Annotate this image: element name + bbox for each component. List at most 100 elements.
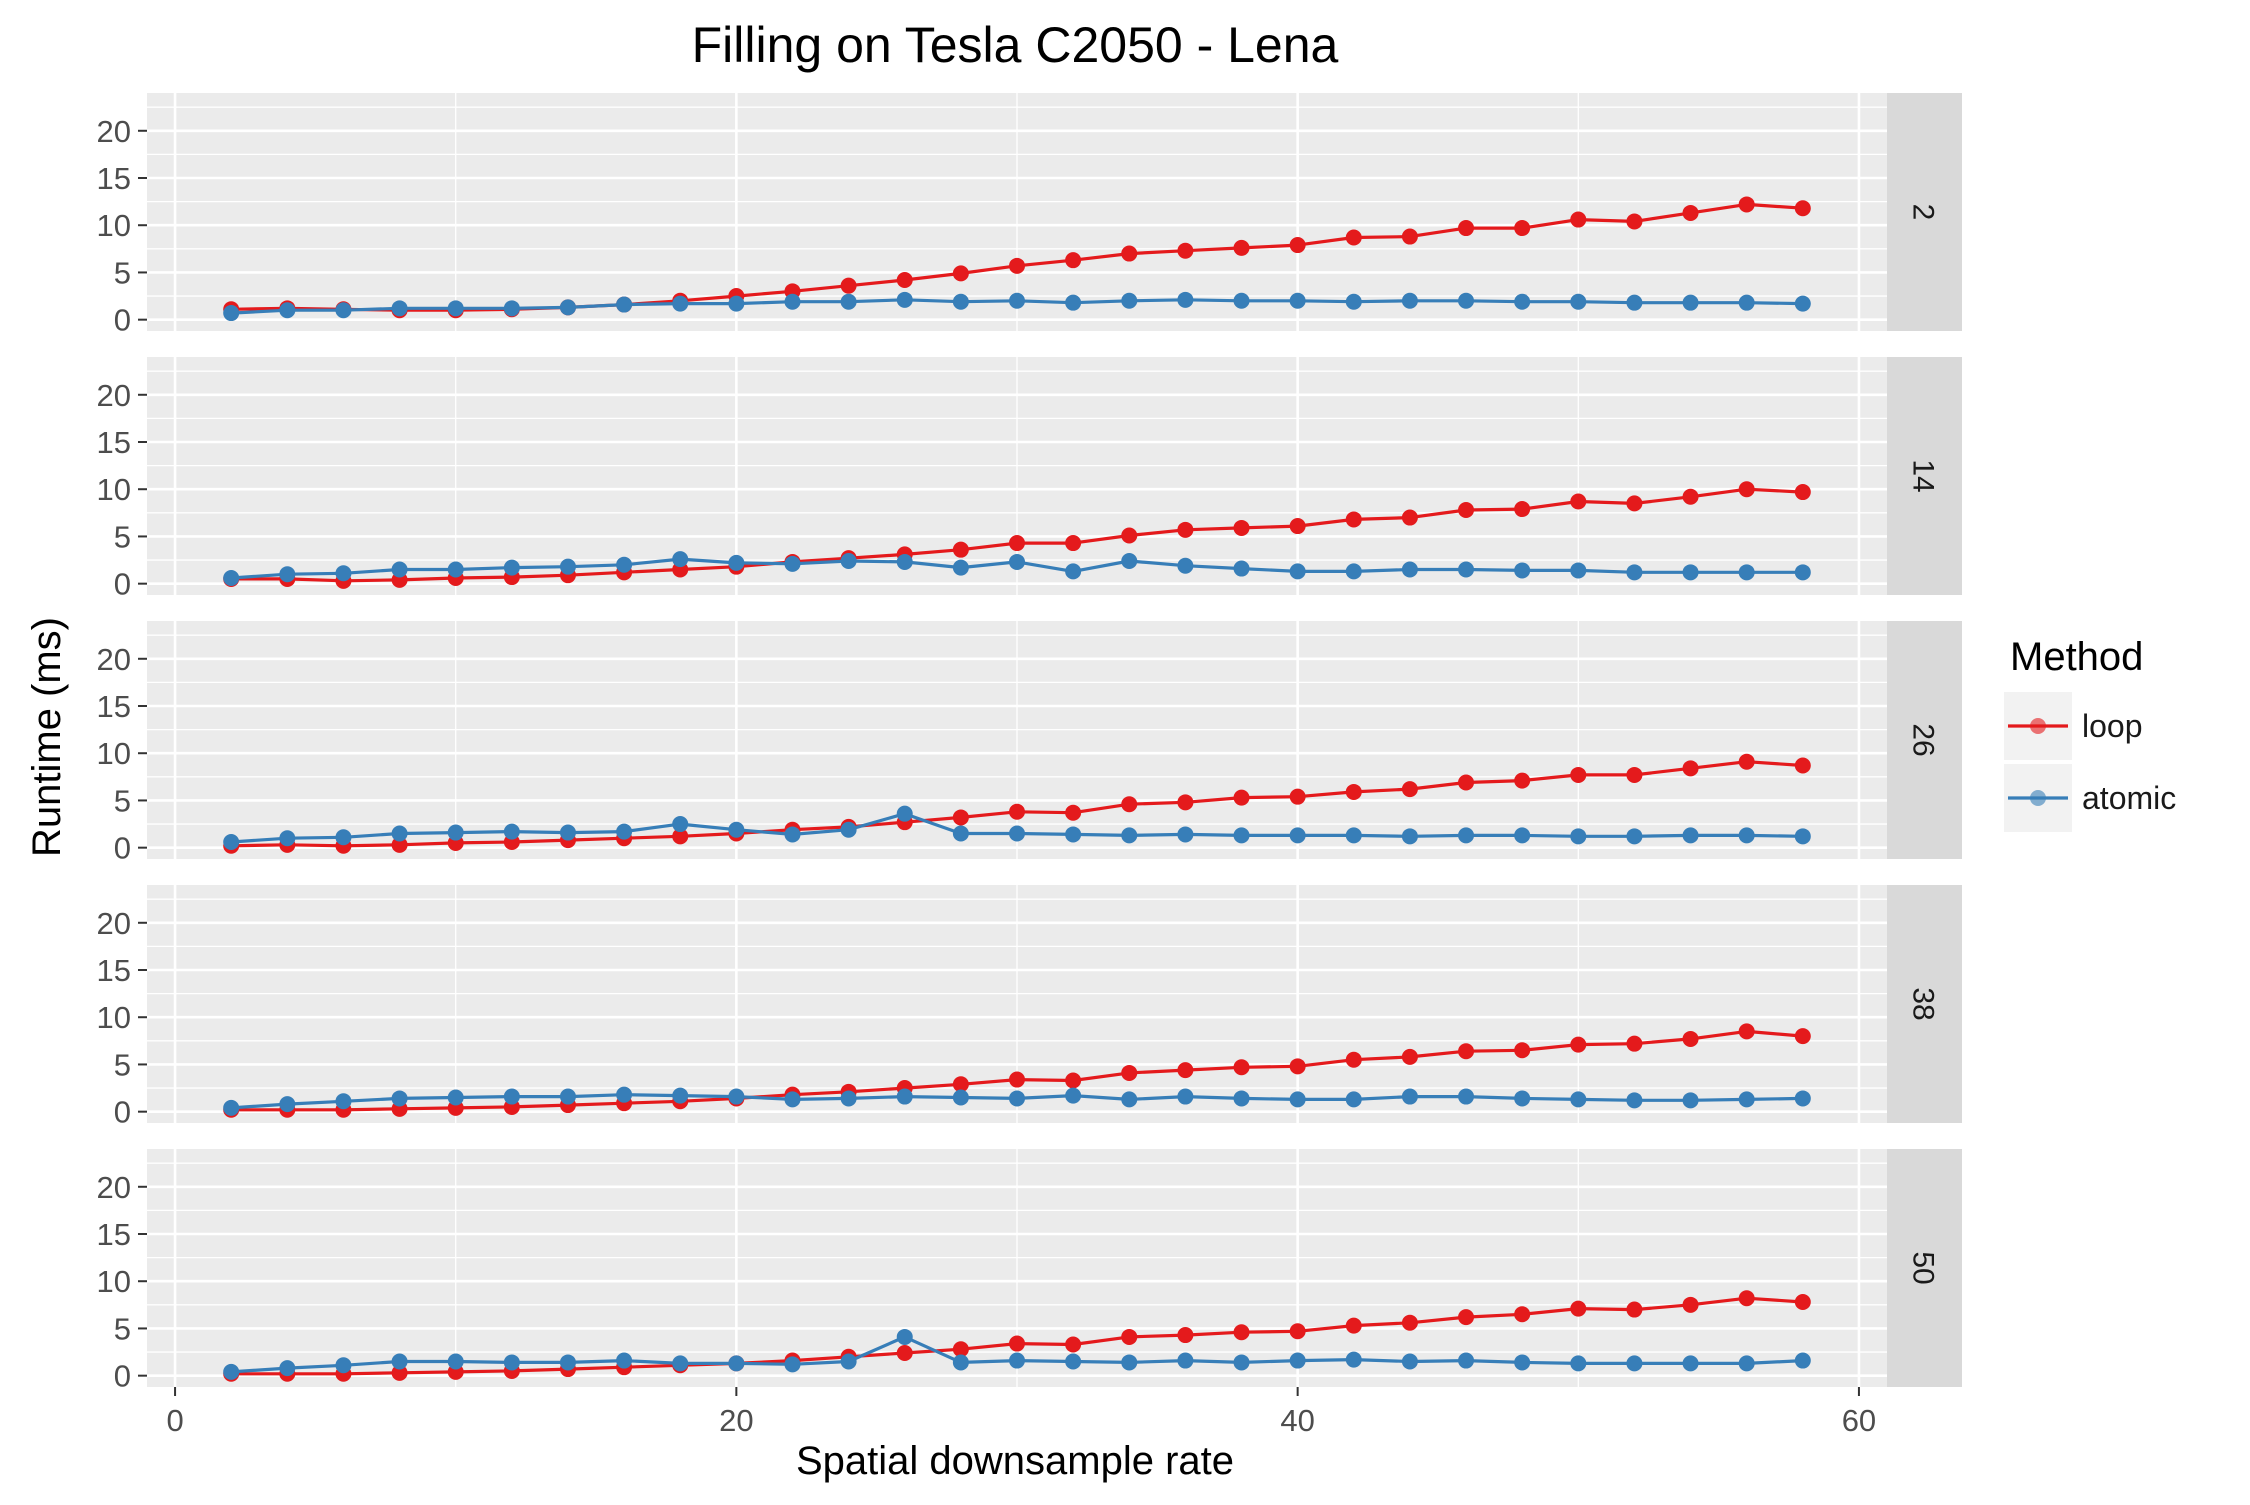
data-point-loop <box>1514 220 1531 237</box>
data-point-atomic <box>616 556 633 573</box>
data-point-loop <box>1345 229 1362 246</box>
data-point-atomic <box>1626 1092 1643 1109</box>
y-tick-label: 15 <box>97 953 131 988</box>
data-point-atomic <box>1458 561 1475 578</box>
facet-strip <box>1887 621 1962 859</box>
data-point-loop <box>1289 237 1306 254</box>
legend: Method loop atomic <box>2004 635 2176 832</box>
data-point-loop <box>1794 1294 1811 1310</box>
facet-strip-label: 26 <box>1907 723 1940 756</box>
facet-panel-50: 0 5 10 15 20 50 <box>97 1149 1962 1394</box>
y-tick-label: 10 <box>97 1264 131 1299</box>
data-point-loop <box>896 272 913 288</box>
data-point-loop <box>391 836 408 853</box>
facet-strip-label: 2 <box>1907 204 1940 221</box>
data-point-loop <box>1009 803 1025 820</box>
data-point-loop <box>1738 1023 1755 1040</box>
data-point-atomic <box>1289 1352 1306 1369</box>
y-tick-label: 20 <box>97 642 131 677</box>
data-point-atomic <box>1794 828 1811 845</box>
data-point-atomic <box>1065 1353 1082 1370</box>
data-point-atomic <box>1065 826 1082 843</box>
data-point-atomic <box>840 821 857 838</box>
data-point-atomic <box>1345 1091 1362 1108</box>
data-point-atomic <box>728 1355 745 1372</box>
data-point-atomic <box>1514 1090 1531 1107</box>
data-point-loop <box>1233 789 1250 806</box>
y-axis-label: Runtime (ms) <box>25 617 69 857</box>
y-tick-label: 10 <box>97 208 131 243</box>
data-point-atomic <box>672 295 689 312</box>
facet-panel-2: 0 5 10 15 20 2 <box>97 93 1962 338</box>
y-tick-label: 10 <box>97 472 131 507</box>
data-point-loop <box>1121 527 1138 544</box>
data-point-atomic <box>391 1090 408 1107</box>
data-point-atomic <box>1458 827 1475 844</box>
data-point-atomic <box>1121 292 1138 309</box>
data-point-atomic <box>1233 292 1250 309</box>
data-point-atomic <box>1514 562 1531 579</box>
data-point-loop <box>952 809 969 826</box>
data-point-atomic <box>1570 1355 1587 1372</box>
data-point-loop <box>1570 493 1587 510</box>
data-point-loop <box>1458 1309 1475 1326</box>
data-point-loop <box>896 1345 913 1361</box>
y-tick-label: 5 <box>114 1047 131 1082</box>
data-point-loop <box>840 277 857 294</box>
series-loop <box>223 753 1811 854</box>
data-point-atomic <box>1009 825 1025 842</box>
data-point-loop <box>1121 1064 1138 1081</box>
data-point-atomic <box>447 1089 464 1106</box>
x-axis: 0 20 40 60 <box>166 1387 1876 1438</box>
data-point-atomic <box>1009 292 1025 309</box>
data-point-atomic <box>784 1356 801 1373</box>
data-point-loop <box>1458 774 1475 791</box>
legend-title: Method <box>2010 635 2143 679</box>
y-tick-label: 0 <box>114 1095 131 1130</box>
data-point-atomic <box>1626 828 1643 845</box>
data-point-loop <box>1570 211 1587 228</box>
data-point-loop <box>952 265 969 282</box>
y-tick-label: 10 <box>97 1000 131 1035</box>
data-point-atomic <box>1682 1355 1699 1372</box>
data-point-loop <box>1514 1306 1531 1323</box>
data-point-atomic <box>503 1088 520 1105</box>
data-point-loop <box>1682 1296 1699 1313</box>
data-point-atomic <box>1121 827 1138 844</box>
data-point-atomic <box>1401 1353 1418 1370</box>
data-point-atomic <box>1570 828 1587 845</box>
data-point-loop <box>1289 788 1306 805</box>
data-point-atomic <box>1177 1352 1194 1369</box>
facet-panels: 0510152020510152014051015202605101520380… <box>97 93 1962 1394</box>
data-point-loop <box>1794 757 1811 774</box>
data-point-atomic <box>1458 292 1475 309</box>
data-point-loop <box>1738 196 1755 213</box>
facet-strip <box>1887 357 1962 595</box>
data-point-loop <box>1065 535 1082 552</box>
data-point-loop <box>1065 252 1082 269</box>
data-point-loop <box>1345 783 1362 800</box>
data-point-loop <box>1233 239 1250 256</box>
data-point-atomic <box>1233 1354 1250 1371</box>
data-point-atomic <box>447 300 464 317</box>
data-point-loop <box>1009 535 1025 552</box>
data-point-loop <box>1682 1030 1699 1047</box>
data-point-atomic <box>1738 294 1755 311</box>
facet-strip-label: 14 <box>1907 459 1940 492</box>
y-tick-label: 5 <box>114 1311 131 1346</box>
data-point-loop <box>1626 213 1643 230</box>
data-point-atomic <box>1121 553 1138 569</box>
data-point-loop <box>1738 753 1755 770</box>
facet-panel-26: 0 5 10 15 20 26 <box>97 621 1962 866</box>
data-point-atomic <box>447 1353 464 1370</box>
data-point-atomic <box>559 1354 576 1371</box>
data-point-atomic <box>335 302 352 319</box>
data-point-atomic <box>952 825 969 842</box>
data-point-loop <box>1682 204 1699 221</box>
y-tick-label: 0 <box>114 831 131 866</box>
data-point-atomic <box>1682 1092 1699 1109</box>
data-point-atomic <box>1289 292 1306 309</box>
x-tick-label: 60 <box>1842 1403 1876 1438</box>
